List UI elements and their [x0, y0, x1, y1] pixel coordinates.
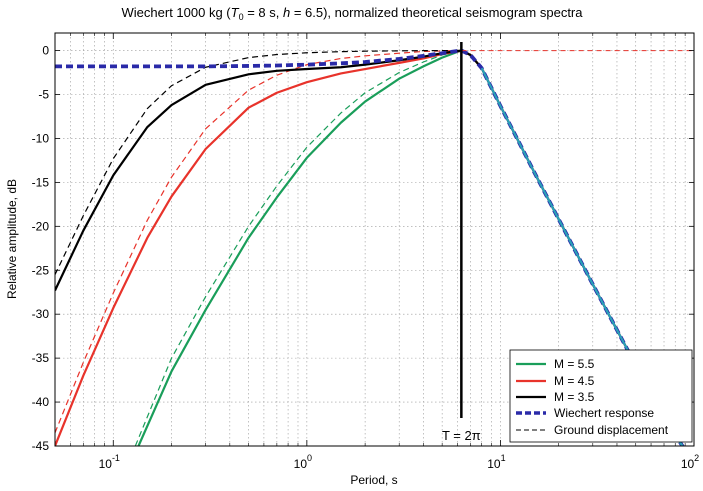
legend-entry-m45: M = 4.5 [516, 374, 595, 388]
y-tick-label: -5 [38, 88, 49, 102]
y-tick-label: -10 [32, 131, 50, 145]
legend-entry-m35: M = 3.5 [516, 390, 595, 404]
x-tick-label: 102 [681, 453, 699, 471]
legend-entry-ground: Ground displacement [516, 423, 669, 437]
chart-title-h: h [283, 5, 290, 20]
tick-layer: 0 -5 -10 -15 -20 -25 -30 -35 -40 -45 10-1 100 101 102 [32, 33, 699, 471]
annotation-label: T = 2π [442, 428, 481, 443]
legend-label-wiechert: Wiechert response [554, 406, 654, 420]
chart-title-pre: Wiechert 1000 kg ( [122, 5, 232, 20]
x-axis-label: Period, s [350, 473, 397, 487]
y-tick-label: -25 [32, 263, 50, 277]
y-tick-label: -40 [32, 395, 50, 409]
y-tick-label: -30 [32, 307, 50, 321]
legend-label-m35: M = 3.5 [554, 390, 595, 404]
chart-title-mid: = 8 s, [244, 5, 283, 20]
legend-entry-wiechert: Wiechert response [516, 406, 654, 420]
series-line-1 [134, 49, 684, 446]
chart-title: Wiechert 1000 kg (T0 = 8 s, h = 6.5), no… [122, 5, 584, 22]
y-tick-label: -45 [32, 439, 50, 453]
y-tick-label: -15 [32, 175, 50, 189]
series-line-5 [55, 49, 684, 446]
legend-label-m45: M = 4.5 [554, 374, 595, 388]
legend-label-m55: M = 5.5 [554, 357, 595, 371]
legend-label-ground: Ground displacement [554, 423, 669, 437]
y-axis-label: Relative amplitude, dB [5, 179, 19, 299]
series-layer [55, 48, 694, 446]
x-tick-label: 10-1 [99, 453, 120, 471]
chart-title-t-sub: 0 [239, 12, 244, 22]
x-tick-label: 101 [487, 453, 505, 471]
legend-entry-m55: M = 5.5 [516, 357, 595, 371]
y-tick-label: 0 [42, 44, 49, 58]
y-tick-label: -20 [32, 219, 50, 233]
plot-frame [54, 32, 695, 447]
legend: M = 5.5 M = 4.5 M = 3.5 Wiechert respons… [509, 349, 693, 443]
x-tick-label: 100 [294, 453, 312, 471]
chart-title-post: = 6.5), normalized theoretical seismogra… [290, 5, 583, 20]
y-tick-label: -35 [32, 351, 50, 365]
annotation-layer: T = 2π [442, 42, 481, 443]
chart-title-t: T [231, 5, 240, 20]
